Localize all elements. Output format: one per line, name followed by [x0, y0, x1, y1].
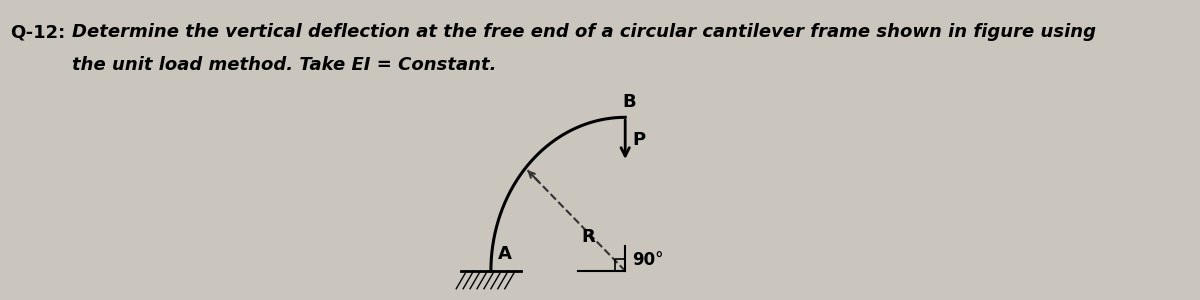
Text: B: B [623, 93, 636, 111]
Text: R: R [582, 228, 595, 246]
Text: Determine the vertical deflection at the free end of a circular cantilever frame: Determine the vertical deflection at the… [72, 23, 1097, 41]
Text: 90°: 90° [632, 251, 664, 269]
Text: the unit load method. Take EI = Constant.: the unit load method. Take EI = Constant… [72, 56, 497, 74]
Text: P: P [632, 130, 646, 148]
Text: Q-12:: Q-12: [10, 23, 65, 41]
Text: A: A [498, 245, 511, 263]
